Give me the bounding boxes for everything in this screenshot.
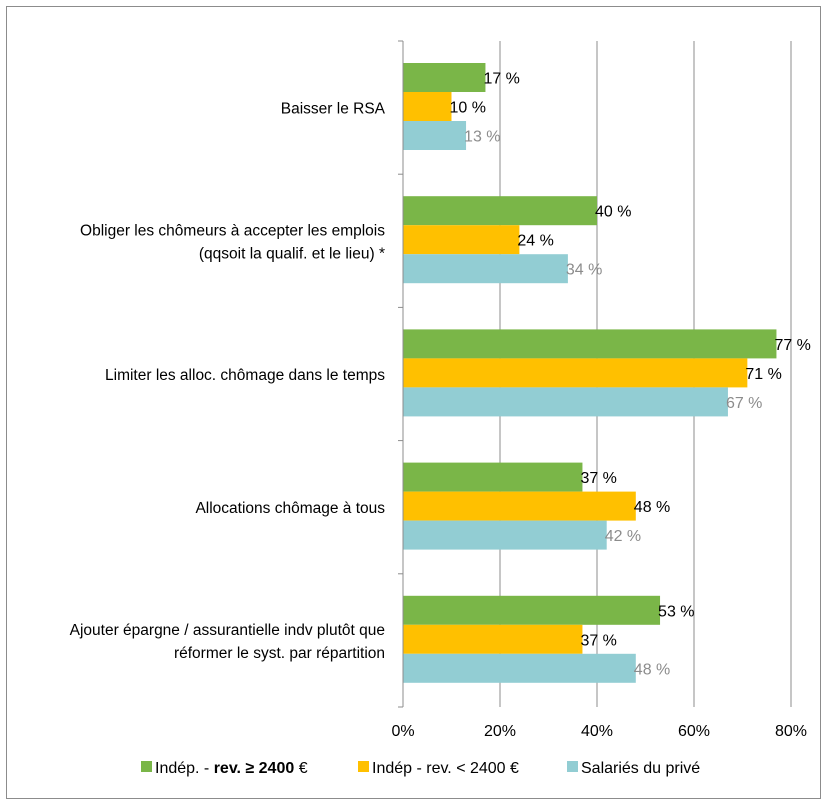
data-label: 10 % xyxy=(450,100,486,117)
category-label: Allocations chômage à tous xyxy=(195,500,385,517)
bar xyxy=(403,595,661,625)
legend-label: Indép - rev. < 2400 € xyxy=(372,760,519,777)
bar xyxy=(403,358,748,388)
data-label: 24 % xyxy=(517,233,553,250)
bar xyxy=(403,121,467,150)
bar xyxy=(403,329,777,359)
legend-swatch xyxy=(141,761,152,772)
legend-swatch xyxy=(358,761,369,772)
data-label: 17 % xyxy=(483,71,519,88)
chart-frame: 0% 20% 40% 60% 80% Baisser le RSA Obliger les… xyxy=(6,6,821,799)
bar xyxy=(403,387,728,417)
bar xyxy=(403,196,597,226)
data-label: 48 % xyxy=(634,661,670,678)
bar xyxy=(403,225,520,255)
bar xyxy=(403,520,607,550)
data-label: 13 % xyxy=(464,129,500,146)
bar xyxy=(403,462,583,492)
bar xyxy=(403,653,636,683)
x-tick-label: 80% xyxy=(775,723,807,740)
data-label: 42 % xyxy=(605,528,641,545)
legend-label: Salariés du privé xyxy=(581,760,700,777)
bar xyxy=(403,63,486,92)
x-tick-label: 40% xyxy=(581,723,613,740)
bar xyxy=(403,624,583,654)
data-label: 37 % xyxy=(580,632,616,649)
legend-label: Indép. - rev. ≥ 2400 € xyxy=(155,760,308,777)
data-label: 37 % xyxy=(580,470,616,487)
bar-chart: 0% 20% 40% 60% 80% Baisser le RSA Obliger les… xyxy=(70,40,811,777)
category-label: Limiter les alloc. chômage dans le temps xyxy=(105,367,385,384)
x-tick-label: 20% xyxy=(484,723,516,740)
data-label: 67 % xyxy=(726,395,762,412)
bar xyxy=(403,254,568,284)
legend-swatch xyxy=(567,761,578,772)
x-tick-label: 60% xyxy=(678,723,710,740)
category-label: Obliger les chômeurs à accepter les empl… xyxy=(80,222,385,262)
category-label: Baisser le RSA xyxy=(281,101,386,118)
data-label: 77 % xyxy=(774,337,810,354)
x-tick-label: 0% xyxy=(391,723,414,740)
data-label: 48 % xyxy=(634,499,670,516)
category-label: Ajouter épargne / assurantielle indv plu… xyxy=(70,622,385,662)
data-label: 71 % xyxy=(745,366,781,383)
data-label: 34 % xyxy=(566,262,602,279)
data-label: 40 % xyxy=(595,204,631,221)
bar xyxy=(403,92,452,121)
bar xyxy=(403,491,636,521)
data-label: 53 % xyxy=(658,603,694,620)
